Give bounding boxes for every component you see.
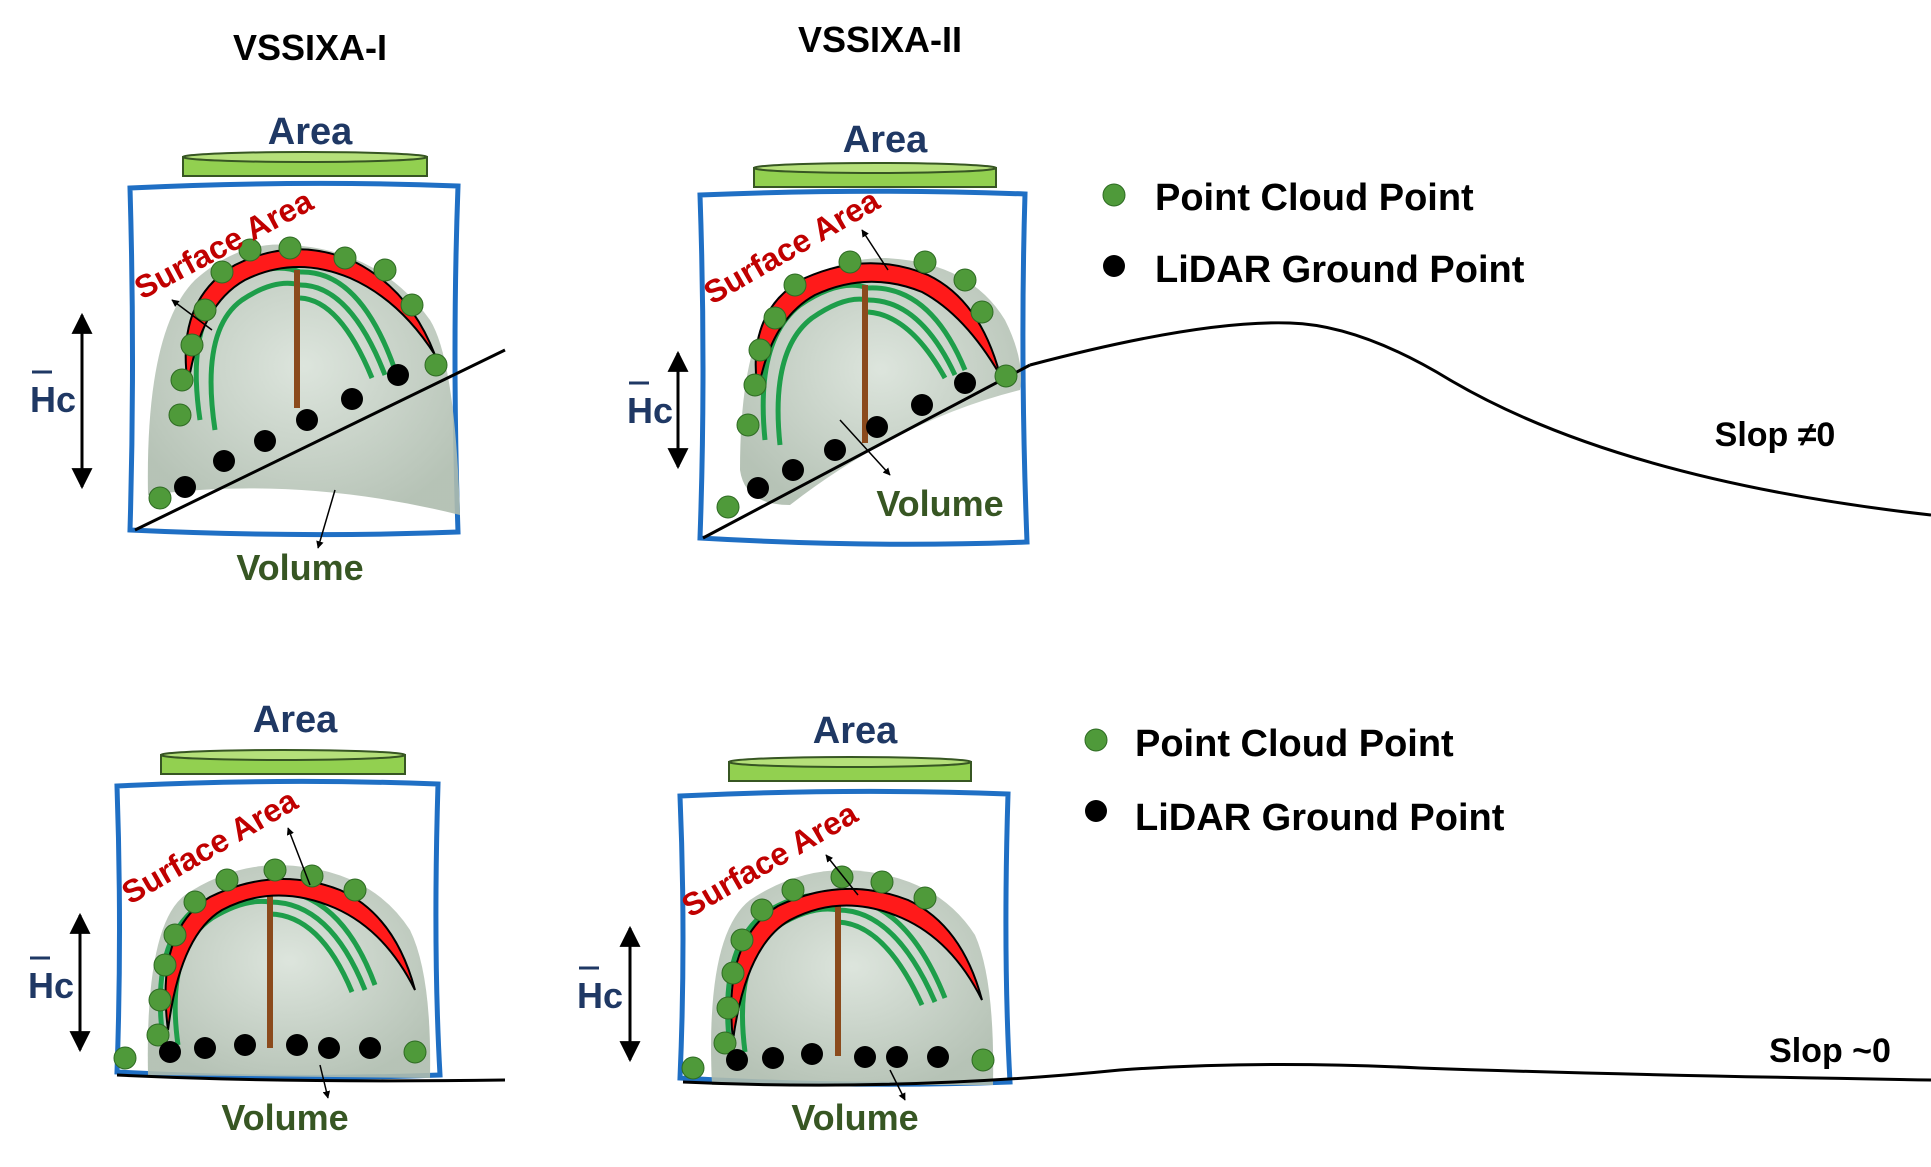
trunk [862, 285, 868, 443]
volume-label: Volume [236, 547, 363, 588]
area-disk [160, 749, 406, 775]
legend-point-cloud-label: Point Cloud Point [1155, 177, 1474, 219]
title-vssixa-ii: VSSIXA-II [798, 19, 962, 60]
trunk [294, 270, 300, 408]
area-label: Area [843, 119, 928, 161]
trunk [835, 898, 841, 1056]
volume-label: Volume [876, 483, 1003, 524]
panel-vssixa-ii-flat: Area Hc Surface Area [577, 710, 1931, 1138]
sampling-box [127, 180, 461, 538]
area-disk [182, 151, 428, 177]
point-cloud-points [716, 250, 1018, 519]
lidar-ground-swatch [1103, 255, 1125, 277]
area-disk [753, 162, 997, 188]
panel-vssixa-i-flat: Area Hc Surface Area [28, 699, 506, 1138]
point-cloud-swatch [1102, 183, 1126, 207]
area-label: Area [268, 111, 353, 153]
volume-pointer [839, 419, 891, 476]
volume-pointer [889, 1069, 906, 1101]
legend-top: Point Cloud Point LiDAR Ground Point [1102, 177, 1525, 291]
slope-label-zero: Slop ~0 [1769, 1032, 1891, 1070]
volume-label: Volume [791, 1097, 918, 1138]
crown-surface [730, 887, 983, 1041]
hc-label: Hc [28, 965, 74, 1006]
trunk [267, 888, 273, 1048]
surface-pointer [861, 229, 889, 271]
ground-line [702, 363, 1031, 540]
point-cloud-points [113, 858, 427, 1070]
volume-pointer [316, 489, 336, 549]
area-label: Area [813, 710, 898, 752]
surface-pointer [171, 299, 213, 331]
panel-vssixa-i-sloped: Area Hc Surface Area [30, 111, 506, 588]
volume-label: Volume [221, 1097, 348, 1138]
surface-pointer [286, 827, 311, 886]
legend-lidar-ground-label: LiDAR Ground Point [1155, 249, 1525, 291]
sampling-box [114, 778, 443, 1080]
panel-vssixa-ii-sloped: Area Hc Surface Area [627, 119, 1931, 547]
sampling-box [697, 188, 1030, 547]
ground-line [116, 1073, 506, 1083]
volume-pointer [319, 1064, 331, 1099]
hc-label: Hc [627, 390, 673, 431]
lidar-ground-points [159, 1034, 381, 1063]
point-cloud-swatch [1084, 728, 1108, 752]
sampling-box [677, 788, 1013, 1087]
crown-surface [164, 878, 416, 1031]
point-cloud-points [148, 236, 448, 510]
canopy-volume [147, 244, 460, 515]
lidar-ground-points [726, 1043, 949, 1071]
slope-label-nonzero: Slop ≠0 [1715, 416, 1836, 454]
title-vssixa-i: VSSIXA-I [233, 27, 387, 68]
crown-surface [184, 248, 436, 386]
legend-bottom: Point Cloud Point LiDAR Ground Point [1084, 723, 1505, 839]
lidar-ground-points [174, 364, 409, 498]
area-disk [728, 756, 972, 782]
legend-lidar-ground-label: LiDAR Ground Point [1135, 797, 1505, 839]
surface-pointer [825, 854, 859, 896]
legend-point-cloud-label: Point Cloud Point [1135, 723, 1454, 765]
point-cloud-points [681, 865, 995, 1080]
hc-label: Hc [577, 975, 623, 1016]
ground-line [134, 348, 506, 532]
lidar-ground-swatch [1085, 800, 1107, 822]
hc-label: Hc [30, 379, 76, 420]
area-label: Area [253, 699, 338, 741]
terrain-profile [1029, 321, 1931, 517]
lidar-ground-points [747, 372, 976, 499]
